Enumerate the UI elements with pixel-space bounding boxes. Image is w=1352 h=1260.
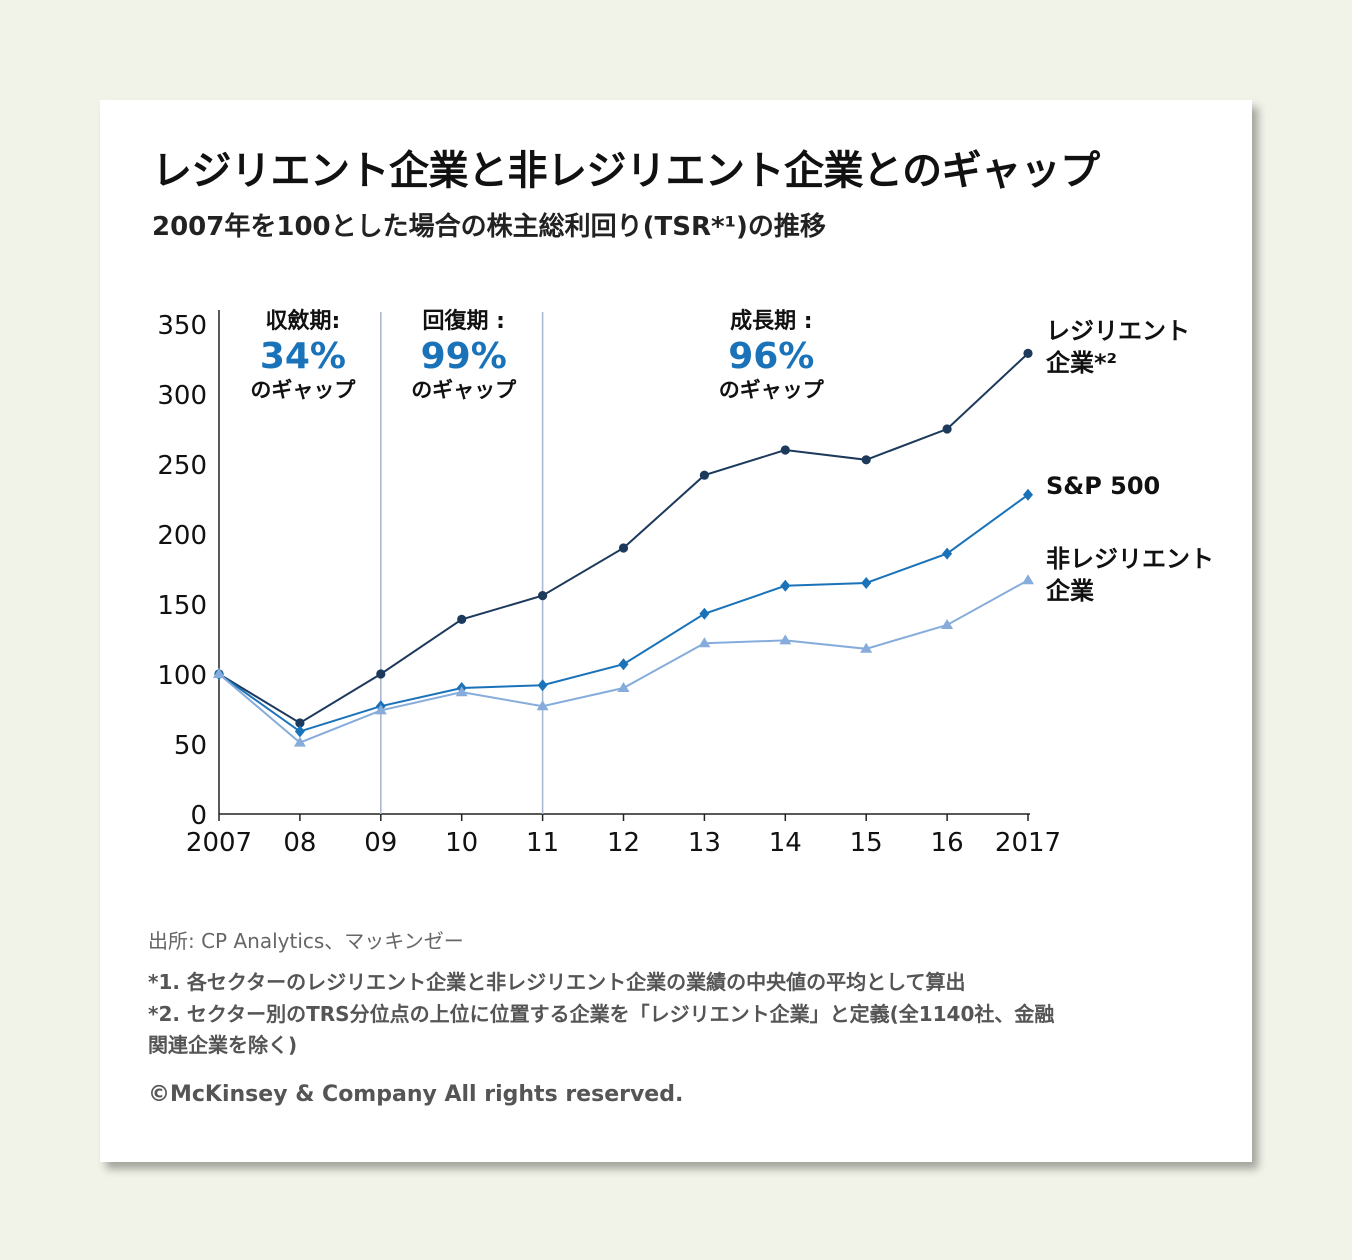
marker-resilient — [1023, 348, 1033, 358]
series-line-sp500 — [218, 493, 1029, 733]
x-tick-label: 15 — [850, 828, 883, 858]
marker-nonresilient — [941, 619, 954, 629]
marker-nonresilient — [698, 637, 711, 648]
chart-subtitle: 2007年を100とした場合の株主総利回り(TSR*¹)の推移 — [152, 212, 826, 242]
source-note: 出所: CP Analytics、マッキンゼー — [148, 929, 464, 953]
x-tick-label: 09 — [364, 828, 397, 858]
marker-nonresilient — [536, 700, 549, 711]
copyright: ©McKinsey & Company All rights reserved. — [148, 1082, 684, 1107]
y-tick-label: 0 — [190, 801, 207, 831]
x-tick-label: 14 — [769, 828, 802, 858]
period-label: 成長期 : — [730, 309, 812, 334]
series-label-resilient: 企業*² — [1046, 349, 1117, 377]
marker-resilient — [861, 455, 871, 465]
marker-nonresilient — [1022, 574, 1034, 585]
period-gap-suffix: のギャップ — [719, 378, 825, 402]
marker-nonresilient — [455, 686, 468, 697]
x-tick-label: 08 — [283, 828, 316, 858]
marker-sp500 — [537, 679, 548, 692]
y-tick-label: 50 — [174, 731, 207, 761]
period-label: 収斂期: — [265, 308, 340, 334]
x-tick-label: 2007 — [186, 828, 252, 858]
marker-nonresilient — [860, 642, 873, 653]
marker-nonresilient — [779, 634, 792, 645]
chart-title: レジリエント企業と非レジリエント企業とのギャップ — [152, 148, 1100, 194]
x-tick-label: 12 — [607, 828, 640, 858]
marker-nonresilient — [617, 682, 630, 692]
series-label-nonresilient: 非レジリエント — [1046, 545, 1214, 573]
marker-resilient — [618, 543, 629, 553]
y-tick-label: 350 — [157, 311, 207, 341]
period-gap-value: 34% — [260, 336, 346, 377]
marker-resilient — [780, 445, 790, 455]
y-tick-label: 100 — [157, 661, 207, 691]
series-label-sp500: S&P 500 — [1046, 472, 1160, 500]
marker-resilient — [699, 470, 710, 480]
x-tick-label: 11 — [526, 828, 559, 858]
footnote-2-continued: 関連企業を除く) — [148, 1033, 298, 1057]
series-label-nonresilient: 企業 — [1046, 577, 1094, 605]
series-label-resilient: レジリエント — [1046, 317, 1190, 345]
x-tick-label: 10 — [445, 828, 478, 858]
y-tick-label: 250 — [157, 451, 207, 481]
marker-nonresilient — [374, 704, 387, 715]
x-tick-label: 16 — [931, 828, 964, 858]
marker-resilient — [538, 591, 548, 601]
y-tick-label: 300 — [157, 381, 207, 411]
period-label: 回復期 : — [422, 308, 504, 334]
x-tick-label: 2017 — [995, 828, 1061, 858]
marker-resilient — [295, 718, 305, 728]
footnote-2: *2. セクター別のTRS分位点の上位に位置する企業を「レジリエント企業」と定義… — [148, 1002, 1055, 1026]
period-gap-suffix: のギャップ — [411, 378, 517, 402]
marker-sp500 — [699, 607, 710, 620]
marker-sp500 — [1023, 488, 1033, 501]
period-gap-value: 96% — [728, 336, 814, 377]
period-gap-suffix: のギャップ — [250, 378, 356, 402]
marker-sp500 — [294, 725, 305, 738]
x-tick-label: 13 — [688, 828, 721, 858]
marker-nonresilient — [293, 736, 306, 747]
y-tick-label: 150 — [157, 591, 207, 621]
marker-sp500 — [861, 577, 872, 589]
marker-resilient — [376, 669, 386, 679]
marker-resilient — [942, 424, 952, 434]
marker-sp500 — [618, 658, 629, 671]
marker-sp500 — [942, 547, 953, 560]
footnote-1: *1. 各セクターのレジリエント企業と非レジリエント企業の業績の中央値の平均とし… — [148, 970, 966, 994]
y-tick-label: 200 — [157, 521, 207, 551]
line-chart: 0 50 100 150 200 250 300 350 2007 08 09 10 11 12 13 14 1… — [157, 308, 1214, 858]
marker-resilient — [457, 614, 467, 625]
marker-sp500 — [780, 579, 791, 592]
period-gap-value: 99% — [421, 336, 507, 377]
marker-nonresilient — [213, 668, 225, 678]
